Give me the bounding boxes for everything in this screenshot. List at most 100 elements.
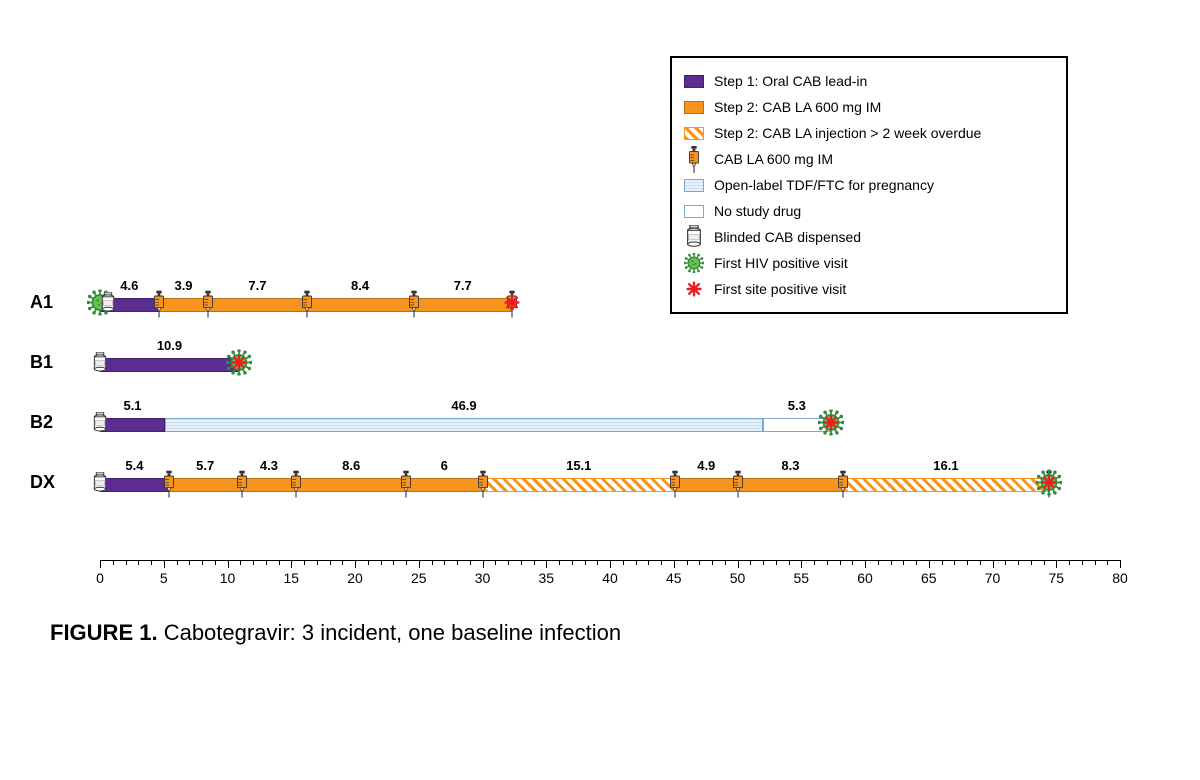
tick-minor (699, 560, 700, 565)
bottle-marker (92, 352, 108, 378)
syringe-marker (298, 291, 316, 323)
tick-minor (177, 560, 178, 565)
tick-major (738, 560, 739, 568)
tick-major (228, 560, 229, 568)
tick-minor (215, 560, 216, 565)
tick-minor (393, 560, 394, 565)
tick-minor (763, 560, 764, 565)
tick-minor (1095, 560, 1096, 565)
tick-minor (432, 560, 433, 565)
caption-prefix: FIGURE 1. (50, 620, 158, 645)
figure-container: Step 1: Oral CAB lead-in Step 2: CAB LA 6… (0, 0, 1200, 780)
tick-minor (534, 560, 535, 565)
syringe-icon (685, 146, 703, 173)
bottle-icon (92, 472, 108, 493)
segment-value: 5.1 (123, 398, 141, 413)
tick-minor (202, 560, 203, 565)
legend-swatch (684, 75, 704, 88)
legend-item: Step 2: CAB LA 600 mg IM (684, 94, 1054, 120)
tick-minor (1005, 560, 1006, 565)
tick-minor (687, 560, 688, 565)
tick-minor (495, 560, 496, 565)
tick-minor (470, 560, 471, 565)
legend-swatch (684, 205, 704, 218)
legend-swatch (684, 127, 704, 140)
tick-label: 10 (220, 570, 236, 586)
tick-minor (1082, 560, 1083, 565)
figure-caption: FIGURE 1. Cabotegravir: 3 incident, one … (50, 620, 621, 646)
segment-value: 5.7 (196, 458, 214, 473)
segment (414, 298, 512, 312)
syringe-icon (666, 471, 684, 498)
bottle-icon (92, 412, 108, 433)
legend-item: Step 2: CAB LA injection > 2 week overdu… (684, 120, 1054, 146)
tick-minor (967, 560, 968, 565)
legend-item: CAB LA 600 mg IM (684, 146, 1054, 172)
segment-value: 7.7 (454, 278, 472, 293)
syringe-marker (834, 471, 852, 503)
syringe-marker (666, 471, 684, 503)
syringe-icon (150, 291, 168, 318)
tick-minor (126, 560, 127, 565)
timeline-row: B25.146.95.3 (100, 400, 1120, 450)
segment-value: 8.4 (351, 278, 369, 293)
syringe-marker (405, 291, 423, 323)
asterisk-marker (231, 355, 247, 376)
asterisk-icon (1041, 475, 1057, 491)
tick-major (993, 560, 994, 568)
tick-minor (572, 560, 573, 565)
timeline-row: B110.9 (100, 340, 1120, 390)
bottle-icon (100, 292, 116, 313)
legend-icon (684, 227, 704, 247)
legend-label: Step 1: Oral CAB lead-in (714, 73, 867, 89)
tick-major (610, 560, 611, 568)
tick-major (483, 560, 484, 568)
tick-minor (457, 560, 458, 565)
tick-label: 45 (666, 570, 682, 586)
tick-minor (189, 560, 190, 565)
tick-minor (559, 560, 560, 565)
segment-value: 5.3 (788, 398, 806, 413)
segment (169, 478, 242, 492)
segment-value: 16.1 (933, 458, 958, 473)
bottle-marker (92, 412, 108, 438)
tick-minor (636, 560, 637, 565)
tick-minor (279, 560, 280, 565)
syringe-icon (397, 471, 415, 498)
tick-minor (712, 560, 713, 565)
segment-value: 4.6 (120, 278, 138, 293)
tick-major (100, 560, 101, 568)
tick-label: 40 (602, 570, 618, 586)
tick-label: 15 (283, 570, 299, 586)
tick-minor (903, 560, 904, 565)
tick-minor (891, 560, 892, 565)
asterisk-marker (504, 295, 520, 316)
legend-label: Step 2: CAB LA 600 mg IM (714, 99, 881, 115)
tick-major (674, 560, 675, 568)
segment (100, 418, 165, 432)
syringe-icon (160, 471, 178, 498)
tick-major (1056, 560, 1057, 568)
segment-value: 10.9 (157, 338, 182, 353)
segment-value: 8.3 (781, 458, 799, 473)
legend-label: Blinded CAB dispensed (714, 229, 861, 245)
asterisk-icon (231, 355, 247, 371)
tick-label: 25 (411, 570, 427, 586)
tick-major (801, 560, 802, 568)
tick-minor (725, 560, 726, 565)
legend-item: Open-label TDF/FTC for pregnancy (684, 172, 1054, 198)
tick-minor (840, 560, 841, 565)
legend-label: Step 2: CAB LA injection > 2 week overdu… (714, 125, 981, 141)
syringe-icon (834, 471, 852, 498)
asterisk-marker (1041, 475, 1057, 496)
legend-label: First HIV positive visit (714, 255, 848, 271)
virus-icon (684, 253, 704, 273)
syringe-marker (150, 291, 168, 323)
segment-value: 15.1 (566, 458, 591, 473)
tick-minor (342, 560, 343, 565)
segment-value: 7.7 (248, 278, 266, 293)
legend-icon (684, 149, 704, 169)
tick-minor (852, 560, 853, 565)
legend-swatch (684, 179, 704, 192)
timeline-row: DX5.45.74.38.6615.14.98.316.1 (100, 460, 1120, 510)
